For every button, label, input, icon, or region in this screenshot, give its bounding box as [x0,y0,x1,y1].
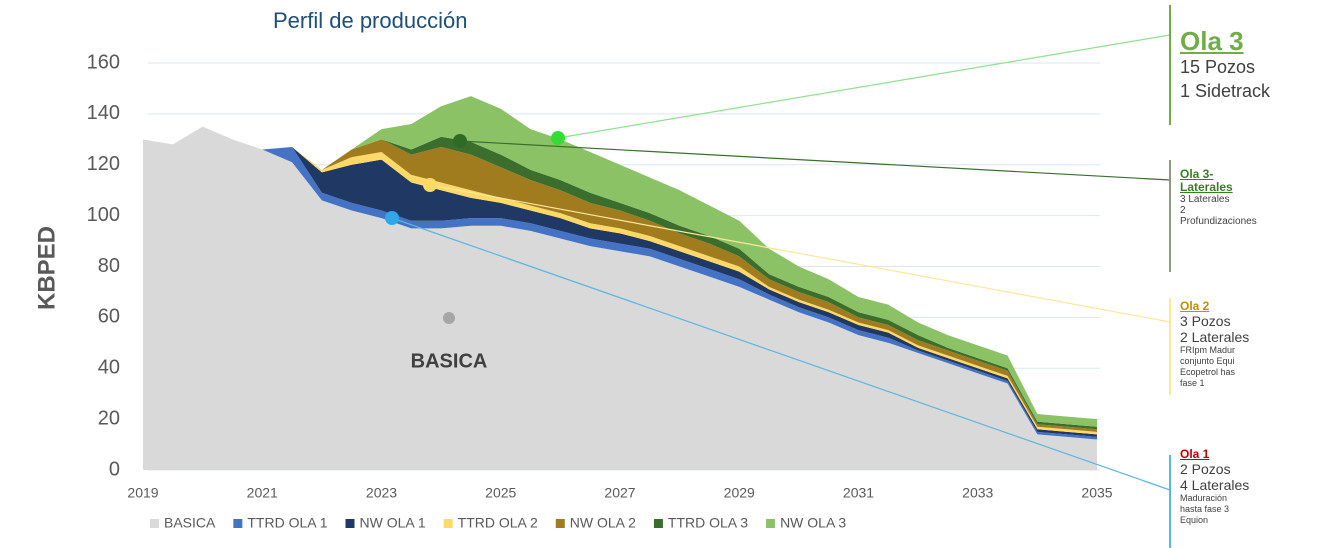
marker-dot [423,178,437,192]
callout-line: 2 Laterales [1180,329,1250,345]
y-tick-label: 40 [98,357,120,379]
x-tick-label: 2035 [1081,485,1112,501]
callout-line: Profundizaciones [1180,216,1257,227]
y-tick-label: 80 [98,255,120,277]
legend-swatch [150,519,159,528]
legend-swatch [345,519,355,528]
callout-line: conjunto Equi [1180,356,1235,366]
callout-line: 15 Pozos [1180,57,1256,77]
x-tick-label: 2019 [127,485,158,501]
legend-label: NW OLA 2 [570,515,636,531]
legend-swatch [233,519,243,528]
callout-line: 2 [1180,205,1186,216]
marker-dot [453,134,467,148]
leader-line [459,140,1171,181]
legend-label: NW OLA 1 [360,515,426,531]
legend-swatch [766,519,776,528]
leader-line [391,217,1171,491]
legend-label: TTRD OLA 3 [668,515,748,531]
legend-swatch [555,519,565,528]
callout-title: Ola 3- [1180,168,1214,181]
callout-line: 3 Pozos [1180,313,1231,329]
x-tick-label: 2023 [366,485,397,501]
x-tick-label: 2027 [604,485,635,501]
marker-dot [443,312,455,324]
x-tick-label: 2025 [485,485,516,501]
y-tick-label: 60 [98,306,120,328]
legend-label: TTRD OLA 1 [247,515,327,531]
legend-swatch [443,519,453,528]
callout-line: Ecopetrol has [1180,367,1236,377]
x-tick-label: 2031 [843,485,874,501]
leader-line [557,34,1171,139]
leader-line [429,184,1171,323]
callout-line: Equion [1180,515,1209,525]
callout-title: Ola 3 [1180,28,1244,56]
callout-title: Ola 2 [1180,300,1210,313]
callout-line: Maduración [1180,493,1228,503]
legend-label: BASICA [164,515,216,531]
callout-title: Ola 1 [1180,448,1210,461]
callout-line: 1 Sidetrack [1180,81,1271,101]
x-tick-label: 2021 [247,485,278,501]
callout-line: 3 Laterales [1180,194,1230,205]
y-tick-label: 140 [87,102,120,124]
x-tick-label: 2029 [724,485,755,501]
callout-line: FRIpm Madur [1180,345,1236,355]
legend-label: NW OLA 3 [780,515,846,531]
callout-line: 2 Pozos [1180,461,1231,477]
callout: Ola 3- Laterales 3 Laterales 2 Profundizacio… [1180,168,1325,268]
y-axis-label: KBPED [33,226,60,310]
marker-dot [385,211,399,225]
y-tick-label: 160 [87,51,120,73]
legend-label: TTRD OLA 2 [458,515,538,531]
areas [143,62,1100,471]
marker-dot [551,131,565,145]
x-tick-label: 2033 [962,485,993,501]
leaders [385,5,1171,548]
y-tick-label: 0 [109,458,120,480]
legend-swatch [653,519,663,528]
y-tick-label: 120 [87,153,120,175]
chart-title: Perfil de producción [273,8,467,33]
callout-line: hasta fase 3 [1180,504,1230,514]
callout-line: fase 1 [1180,378,1205,388]
y-tick-label: 20 [98,407,120,429]
callout-line: 4 Laterales [1180,477,1250,493]
callout-title: Laterales [1180,180,1233,194]
annotation: BASICA [411,350,488,372]
y-tick-label: 100 [87,204,120,226]
area [143,126,1097,437]
callout: Ola 3 15 Pozos 1 Sidetrack [1180,28,1325,128]
